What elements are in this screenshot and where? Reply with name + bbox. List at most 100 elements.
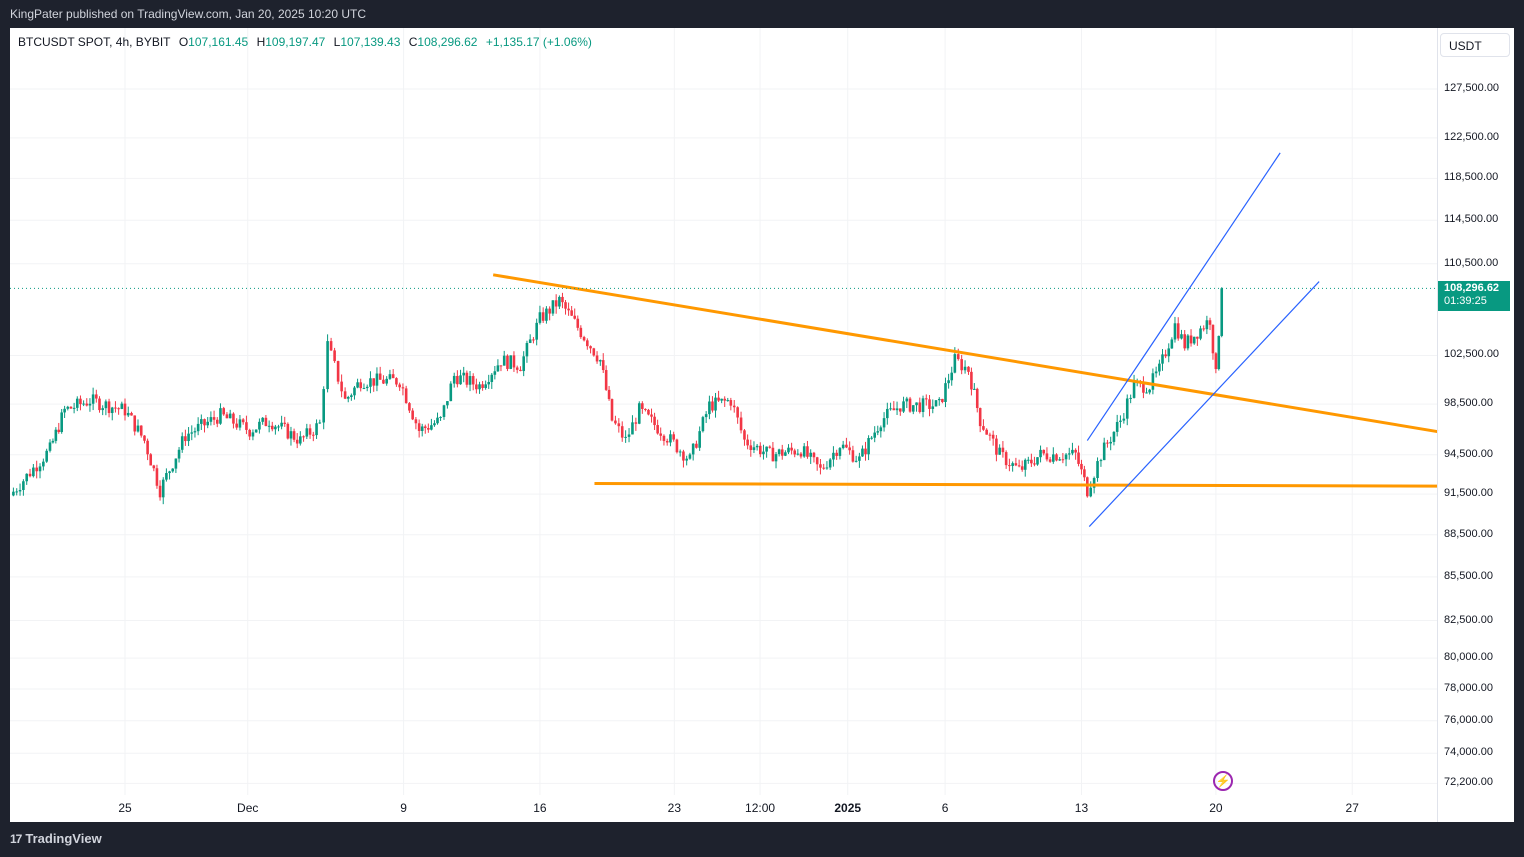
candle-body [481, 384, 484, 388]
candle-body [905, 398, 909, 402]
candle-body [245, 422, 248, 430]
candle-body [985, 429, 988, 435]
candle-body [653, 416, 656, 426]
candle-body [601, 360, 605, 371]
candle-body [42, 461, 45, 467]
candle-body [280, 422, 283, 427]
candle-body [1186, 335, 1190, 349]
candle-body [143, 435, 146, 441]
candle-body [873, 432, 877, 438]
candle-body [88, 403, 92, 406]
candle-body [322, 389, 325, 423]
candle-body [749, 445, 753, 450]
candle-body [809, 452, 812, 457]
candle-body [678, 451, 682, 453]
tradingview-logo[interactable]: 17 TradingView [10, 831, 102, 846]
candle-body [1112, 431, 1116, 442]
candle-body [91, 394, 95, 404]
candle-body [726, 400, 730, 402]
candle-body [104, 401, 108, 409]
candle-body [184, 436, 187, 442]
candle-body [637, 403, 641, 424]
time-tick-label: 6 [941, 801, 949, 815]
candle-body [212, 417, 216, 420]
candle-body [462, 372, 466, 376]
low-label: L [333, 35, 341, 49]
open-value: 107,161.45 [188, 35, 249, 49]
candle-body [796, 453, 800, 455]
candle-body [123, 403, 127, 416]
ohlc-legend: BTCUSDT SPOT, 4h, BYBIT O107,161.45 H109… [18, 35, 597, 49]
candle-body [1096, 461, 1099, 479]
candle-body [1170, 339, 1174, 349]
candle-body [812, 452, 816, 458]
candle-body [787, 447, 790, 453]
currency-button[interactable]: USDT [1440, 33, 1510, 57]
candle-body [545, 308, 548, 321]
candle-body [558, 296, 561, 307]
candle-body [343, 391, 347, 399]
candle-body [604, 370, 608, 390]
candle-body [634, 422, 638, 424]
candle-body [417, 423, 421, 431]
candle-body [326, 341, 329, 390]
symbol-label[interactable]: BTCUSDT SPOT, 4h, BYBIT [18, 35, 171, 49]
candle-body [1061, 459, 1065, 461]
candle-body [876, 431, 880, 433]
candle-body [133, 415, 137, 432]
candle-body [196, 423, 200, 432]
candle-body [353, 387, 356, 396]
candle-body [75, 398, 79, 408]
candle-body [1148, 389, 1151, 393]
candle-body [991, 434, 995, 439]
candle-body [771, 447, 775, 462]
candle-body [975, 388, 979, 409]
publisher-caption: KingPater published on TradingView.com, … [10, 7, 367, 21]
candle-body [570, 310, 573, 316]
candle-body [439, 416, 442, 418]
price-tick-label: 74,000.00 [1444, 746, 1493, 759]
candle-body [802, 446, 806, 457]
candle-body [835, 452, 838, 456]
candle-body [283, 422, 287, 424]
candle-body [1080, 463, 1083, 470]
candle-body [85, 403, 89, 406]
candle-body [1180, 334, 1183, 339]
candle-body [1023, 459, 1027, 470]
candle-body [350, 395, 353, 397]
candle-body [554, 300, 558, 307]
price-tick-label: 94,500.00 [1444, 447, 1493, 460]
candle-body [506, 355, 509, 369]
candle-body [921, 398, 925, 412]
candle-body [708, 401, 711, 415]
lightning-icon[interactable]: ⚡ [1213, 771, 1233, 791]
candle-body [739, 417, 743, 431]
candle-body [372, 378, 375, 386]
candle-body [1129, 397, 1132, 399]
candle-body [1214, 353, 1218, 370]
candle-body [1030, 459, 1033, 464]
candle-body [459, 375, 462, 385]
candle-body [915, 402, 918, 406]
candle-body [267, 425, 271, 427]
candle-body [274, 426, 277, 430]
candle-body [528, 339, 532, 343]
candle-body [953, 354, 957, 373]
candle-body [1151, 373, 1155, 390]
candle-body [614, 420, 617, 424]
candle-body [289, 431, 293, 439]
candle-body [1132, 381, 1136, 398]
candle-body [882, 418, 886, 428]
candle-body [329, 341, 333, 351]
candle-body [225, 414, 229, 419]
candle-body [277, 426, 280, 428]
candle-body [120, 403, 124, 409]
candle-body [631, 422, 634, 435]
candle-body [359, 382, 363, 389]
candle-body [1058, 459, 1061, 461]
price-tick-label: 91,500.00 [1444, 487, 1493, 500]
candle-body [209, 417, 213, 422]
candle-body [988, 434, 992, 436]
candle-body [941, 398, 944, 402]
